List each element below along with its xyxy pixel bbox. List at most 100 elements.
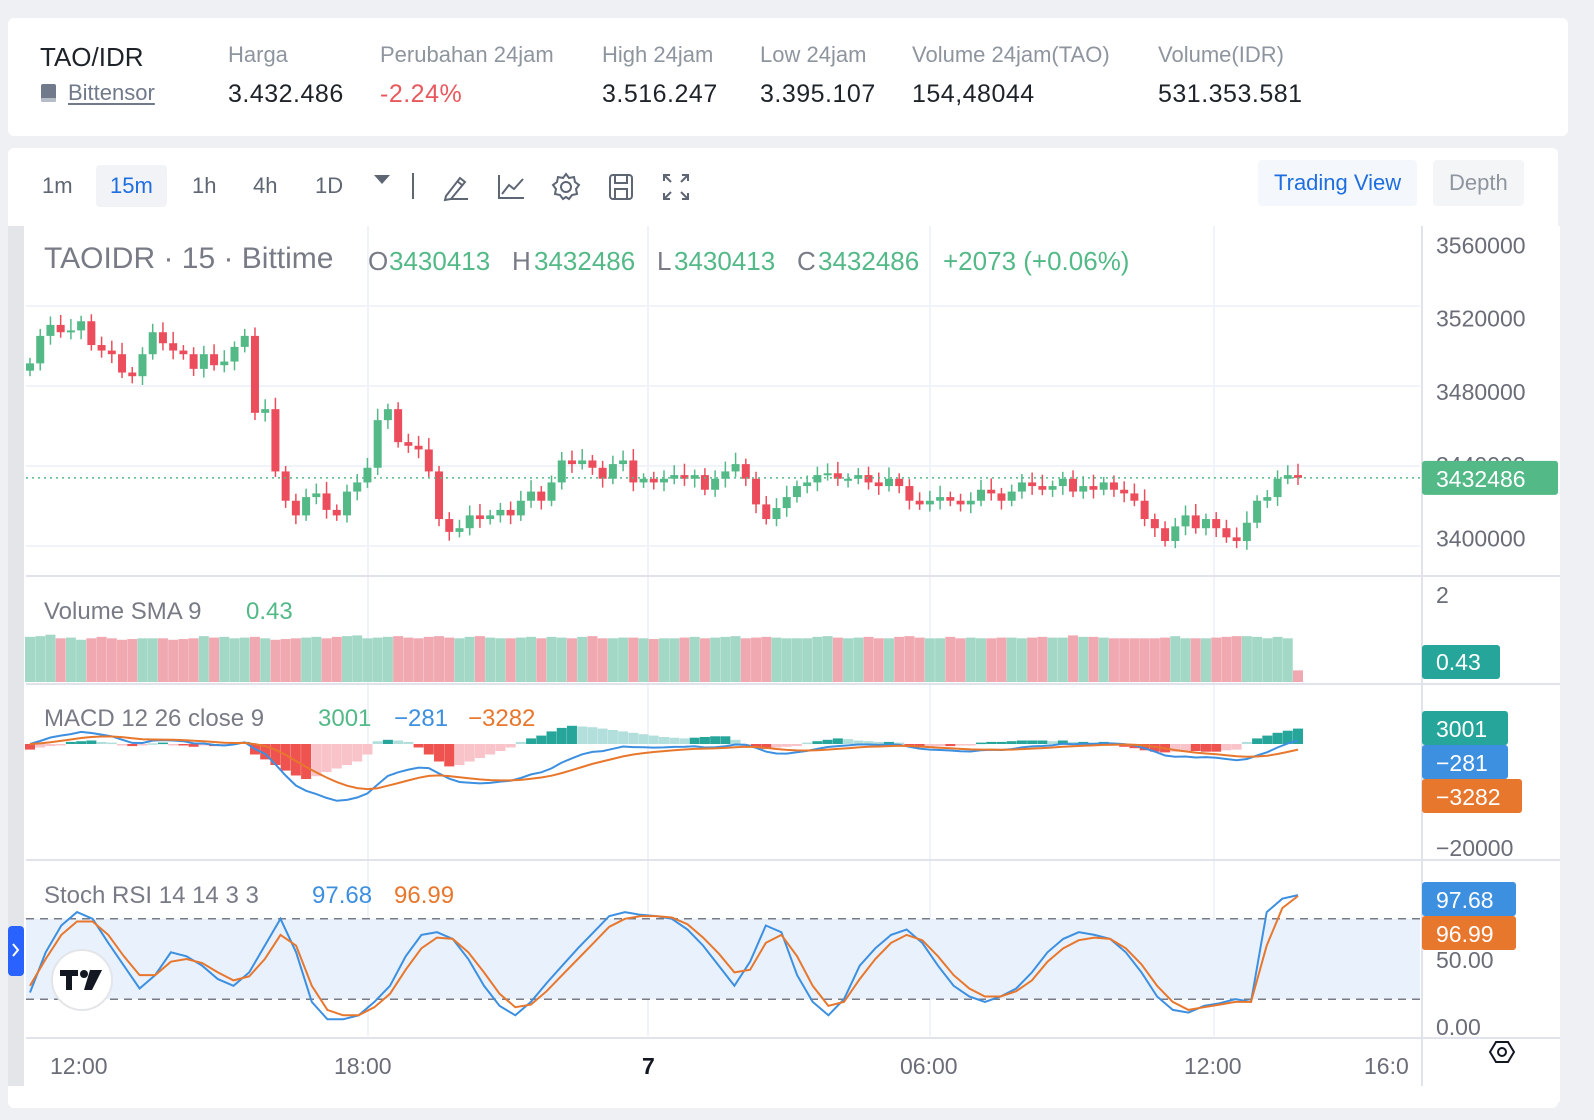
- candle-down: [1120, 489, 1129, 494]
- axes: 3560000352000034800003440000340000034324…: [50, 232, 1558, 1079]
- candle-up: [721, 471, 730, 479]
- price-tick-label: 3520000: [1436, 306, 1526, 332]
- candle-down: [649, 478, 658, 483]
- candle-up: [1099, 482, 1108, 490]
- candle-up: [619, 460, 628, 465]
- timeframe-1m[interactable]: 1m: [42, 173, 73, 198]
- chart-toolbar: 1m 15m 1h 4h 1D Trading View Depth: [8, 148, 1558, 228]
- candle-up: [1253, 500, 1262, 523]
- macd-hist-bar: [423, 744, 434, 755]
- volume-bar: [474, 636, 485, 682]
- stoch-d-badge: [1422, 916, 1516, 950]
- timeframe-15m[interactable]: 15m: [96, 165, 167, 207]
- candle-up: [261, 409, 270, 413]
- tab-trading-view[interactable]: Trading View: [1258, 160, 1418, 206]
- volume-bar: [423, 636, 434, 682]
- candle-up: [363, 467, 372, 483]
- candle-up: [353, 482, 362, 492]
- candle-down: [445, 519, 454, 532]
- auto-scale-icon[interactable]: [1488, 1041, 1516, 1063]
- volume-bar: [863, 636, 874, 682]
- candle-down: [56, 324, 65, 333]
- volume-bar: [566, 638, 577, 682]
- candle-up: [1007, 491, 1016, 501]
- volume-bar: [1119, 638, 1130, 682]
- tradingview-logo[interactable]: [51, 949, 113, 1011]
- volume-bar: [843, 638, 854, 682]
- stoch-k-badge: [1422, 882, 1516, 916]
- candle-up: [813, 475, 822, 483]
- volume-bar: [536, 638, 547, 682]
- macd-hist-bar: [618, 731, 629, 744]
- volume-bar: [1078, 636, 1089, 682]
- volume-bar: [955, 638, 966, 682]
- volume-bar: [1170, 636, 1181, 682]
- time-tick-label: 16:0: [1364, 1053, 1409, 1079]
- volume-bar: [1200, 638, 1211, 682]
- save-icon[interactable]: [604, 170, 638, 204]
- macd-name: MACD 12 26 close 9: [44, 705, 264, 732]
- tab-depth[interactable]: Depth: [1433, 160, 1524, 206]
- stat-value: -2.24%: [380, 80, 463, 108]
- trading-chart[interactable]: 3560000352000034800003440000340000034324…: [8, 226, 1560, 1102]
- chevron-down-icon[interactable]: [374, 175, 390, 184]
- volume-bar: [65, 637, 76, 682]
- coin-link[interactable]: Bittensor: [40, 80, 155, 106]
- candle-down: [506, 509, 515, 516]
- candle-down: [567, 460, 576, 465]
- volume-bar: [730, 636, 741, 682]
- timeframe-1d[interactable]: 1D: [315, 173, 344, 198]
- macd-hist-bar: [1037, 740, 1048, 744]
- stat-volume-idr: Volume(IDR) 531.353.581: [1158, 42, 1303, 109]
- macd-hist-bar: [1170, 744, 1181, 752]
- toolbar-divider: [412, 173, 414, 199]
- price-tick-label: 3400000: [1436, 525, 1526, 551]
- candle-up: [578, 460, 587, 465]
- volume-bar: [188, 638, 199, 682]
- c-label: C: [797, 246, 816, 276]
- macd-hist-bar: [311, 744, 322, 777]
- draw-icon[interactable]: [438, 170, 472, 204]
- volume-bar: [771, 637, 782, 682]
- candle-up: [782, 497, 791, 509]
- macd-hist-bar: [434, 744, 445, 762]
- candle-down: [1038, 486, 1047, 490]
- volume-bar: [914, 637, 925, 682]
- settings-icon[interactable]: [549, 170, 583, 204]
- volume-bar: [1068, 635, 1079, 682]
- timeframe-1h[interactable]: 1h: [192, 173, 217, 198]
- coin-name[interactable]: Bittensor: [68, 80, 155, 105]
- timeframe-4h[interactable]: 4h: [253, 173, 278, 198]
- macd-hist-bar: [822, 739, 833, 744]
- fullscreen-icon[interactable]: [659, 170, 693, 204]
- volume-bar: [147, 638, 158, 682]
- candle-down: [864, 475, 873, 483]
- macd-hist-bar: [86, 740, 97, 744]
- candle-down: [1212, 519, 1221, 529]
- macd-hist-bar: [1047, 741, 1058, 744]
- expand-sidebar-button[interactable]: [8, 926, 24, 976]
- volume-bar: [853, 637, 864, 682]
- candle-up: [1058, 478, 1067, 487]
- candle-up: [1242, 522, 1251, 542]
- volume-bar: [740, 638, 751, 682]
- volume-bar: [883, 638, 894, 682]
- macd-hist-bar: [1282, 730, 1293, 744]
- volume-bar: [924, 638, 935, 682]
- candle-up: [844, 478, 853, 481]
- volume-bar: [945, 636, 956, 682]
- volume-bar: [362, 638, 373, 682]
- candle-up: [1079, 486, 1088, 492]
- stoch-d-value: 96.99: [394, 882, 454, 909]
- macd-hist-bar: [853, 740, 864, 744]
- indicators-icon[interactable]: [494, 170, 528, 204]
- candle-down: [1089, 486, 1098, 490]
- macd-value: 3001: [318, 705, 371, 732]
- macd-hist-bar: [106, 742, 117, 745]
- time-tick-label: 12:00: [50, 1053, 108, 1079]
- volume-tick-label: 2: [1436, 582, 1449, 608]
- candle-down: [404, 442, 413, 446]
- volume-bar: [434, 636, 445, 682]
- volume-bar: [710, 637, 721, 682]
- volume-bar: [198, 636, 209, 682]
